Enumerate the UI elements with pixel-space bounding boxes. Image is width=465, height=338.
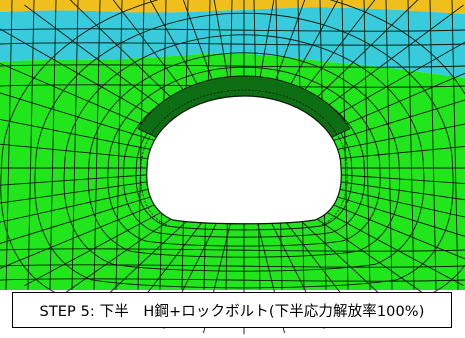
mesh-vertical-line xyxy=(363,0,371,291)
mesh-radial-line xyxy=(0,92,155,141)
mesh-vertical-line xyxy=(451,0,459,291)
mesh-vertical-line xyxy=(71,0,79,291)
mesh-radial-line xyxy=(0,199,168,269)
mesh-radial-line xyxy=(337,123,465,150)
mesh-radial-line xyxy=(256,0,275,97)
mesh-ring xyxy=(63,34,425,272)
mesh-vertical-line xyxy=(385,0,393,291)
mesh-radial-line xyxy=(0,119,151,150)
mesh-radial-line xyxy=(0,143,148,160)
mesh-vertical-line xyxy=(407,0,415,291)
mesh-vertical-line xyxy=(429,0,437,291)
mesh-radial-line xyxy=(337,181,465,201)
mesh-radial-line xyxy=(292,0,376,106)
mesh-radial-line xyxy=(340,145,465,160)
upper-soil-layer xyxy=(0,7,465,79)
mesh-radial-line xyxy=(327,193,465,237)
mesh-radial-line xyxy=(149,0,208,102)
mesh-horizontal-line xyxy=(0,248,465,252)
mesh-vertical-line xyxy=(5,0,13,291)
mesh-radial-line xyxy=(112,0,196,106)
mesh-radial-line xyxy=(213,0,232,97)
mesh-radial-line xyxy=(69,0,186,112)
mesh-vertical-line xyxy=(27,0,35,291)
step-caption: STEP 5: 下半 H鋼+ロックボルト(下半応力解放率100%) xyxy=(12,292,452,328)
mesh-radial-line xyxy=(320,199,465,260)
mesh-radial-line xyxy=(327,72,465,133)
mesh-radial-line xyxy=(182,0,220,99)
rock-bolt-zone-outline xyxy=(140,89,348,231)
mesh-horizontal-line xyxy=(0,278,465,282)
mesh-horizontal-line xyxy=(0,264,465,268)
mesh-vertical-line xyxy=(341,0,349,291)
mesh-radial-line xyxy=(0,187,155,223)
mesh-radial-line xyxy=(268,0,306,99)
mesh-radial-line xyxy=(302,0,419,112)
mesh-vertical-line xyxy=(137,0,145,291)
mesh-radial-line xyxy=(280,0,339,102)
mesh-radial-line xyxy=(24,4,176,118)
mesh-vertical-line xyxy=(115,0,123,291)
mesh-radial-line xyxy=(54,208,186,301)
mesh-radial-line xyxy=(312,4,464,118)
mesh-radial-line xyxy=(24,204,176,287)
mesh-radial-line xyxy=(312,204,464,287)
tunnel-opening xyxy=(146,95,342,225)
mesh-radial-line xyxy=(0,181,151,204)
mesh-radial-line xyxy=(0,174,148,186)
mesh-ring xyxy=(34,12,454,289)
mesh-vertical-line xyxy=(49,0,57,291)
mesh-vertical-line xyxy=(93,0,101,291)
mesh-ring xyxy=(87,52,401,258)
mesh-radial-line xyxy=(340,174,465,185)
mesh-radial-line xyxy=(333,187,465,218)
mesh-radial-line xyxy=(0,193,161,244)
